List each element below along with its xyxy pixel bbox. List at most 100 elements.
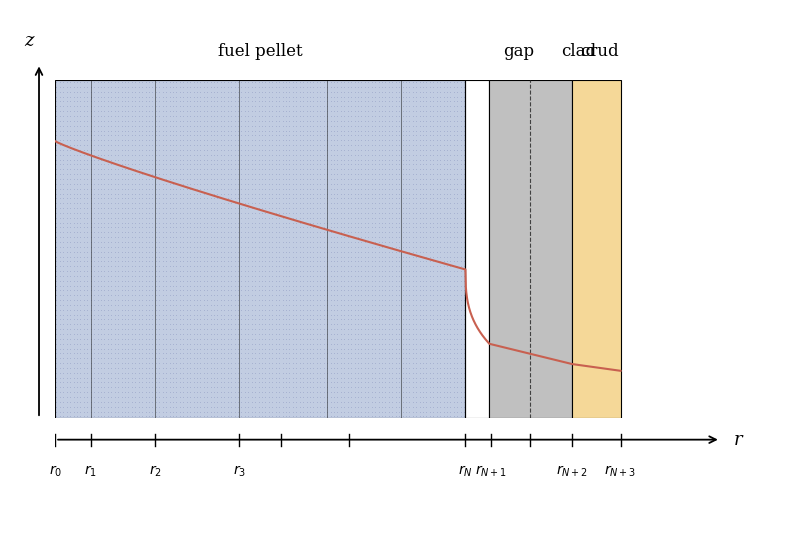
Point [81,180,94,188]
Point [273,339,285,348]
Point [293,374,306,382]
Point [451,272,463,280]
Point [229,354,241,362]
Point [54,330,66,338]
Point [458,378,470,387]
Point [444,87,457,96]
Point [382,330,395,338]
Point [440,170,453,178]
Point [266,102,279,110]
Point [102,281,114,290]
Point [424,122,437,130]
Point [143,122,155,130]
Point [400,199,412,207]
Point [335,272,348,280]
Point [451,354,463,362]
Point [448,412,460,421]
Point [355,83,368,91]
Point [318,83,330,91]
Point [132,393,145,401]
Point [290,349,303,358]
Point [262,248,275,256]
Point [256,334,269,343]
Point [129,306,142,314]
Point [290,233,303,241]
Point [287,320,299,329]
Point [64,310,76,319]
Point [307,102,320,110]
Point [112,92,125,101]
Point [259,412,272,421]
Point [177,102,190,110]
Point [300,180,313,188]
Point [410,126,422,135]
Point [143,78,155,86]
Point [109,228,121,236]
Point [57,248,69,256]
Point [335,354,348,362]
Point [153,393,165,401]
Point [266,363,279,372]
Point [341,398,354,406]
Point [139,180,152,188]
Point [156,122,169,130]
Point [448,407,460,416]
Point [208,378,221,387]
Point [355,175,368,183]
Point [221,160,234,169]
Point [321,310,333,319]
Point [369,102,381,110]
Point [324,126,336,135]
Point [184,170,196,178]
Point [379,272,392,280]
Point [366,306,378,314]
Point [115,407,128,416]
Point [242,180,255,188]
Point [293,267,306,276]
Point [362,354,374,362]
Point [444,412,457,421]
Point [420,306,433,314]
Point [434,170,447,178]
Point [335,407,348,416]
Point [407,151,419,159]
Point [204,359,217,367]
Point [245,291,258,300]
Point [136,374,148,382]
Point [386,242,399,251]
Point [417,136,429,145]
Point [211,306,224,314]
Point [214,223,227,232]
Point [102,368,114,377]
Point [382,78,395,86]
Point [351,204,364,212]
Point [225,388,237,397]
Point [136,78,148,86]
Point [252,359,265,367]
Point [407,393,419,401]
Point [225,122,237,130]
Point [77,126,90,135]
Point [54,407,66,416]
Point [259,388,272,397]
Point [232,310,244,319]
Point [153,175,165,183]
Point [348,306,361,314]
Point [430,296,443,304]
Point [77,349,90,358]
Point [283,146,296,154]
Point [321,277,333,285]
Point [348,131,361,140]
Point [95,262,107,271]
Point [400,272,412,280]
Point [437,160,450,169]
Point [64,315,76,324]
Point [139,136,152,145]
Point [156,334,169,343]
Point [444,257,457,266]
Point [146,223,158,232]
Point [328,180,340,188]
Point [307,146,320,154]
Point [50,131,63,140]
Point [355,374,368,382]
